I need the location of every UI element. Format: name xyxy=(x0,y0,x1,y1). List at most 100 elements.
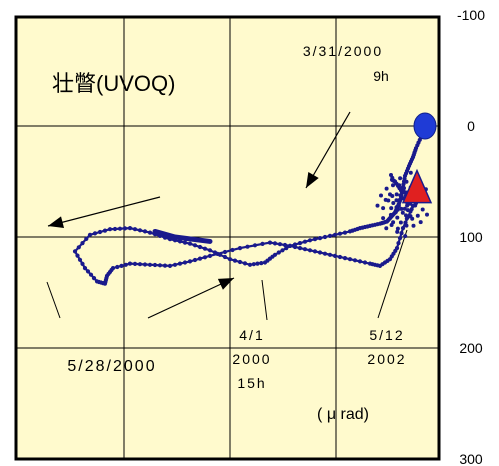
trace-point xyxy=(337,254,343,260)
annotation-start-line1: 3/31/2000 xyxy=(303,43,383,59)
trace-point xyxy=(202,255,208,260)
trace-point xyxy=(142,262,148,267)
trace-point xyxy=(402,206,407,211)
trace-point xyxy=(132,227,138,232)
trace-point xyxy=(322,234,328,240)
annotation-mid-line2: 2000 xyxy=(232,351,271,367)
trace-point xyxy=(384,186,389,191)
trace-point xyxy=(302,239,308,244)
trace-point xyxy=(77,257,83,262)
trace-point xyxy=(307,248,313,253)
trace-point xyxy=(127,226,133,231)
trace-point xyxy=(312,237,318,242)
trace-point xyxy=(152,262,158,268)
trace-point xyxy=(312,249,318,254)
trace-point xyxy=(237,246,243,251)
trace-point xyxy=(381,216,386,221)
trace-point xyxy=(399,206,404,211)
trace-point xyxy=(112,226,118,232)
trace-point xyxy=(391,201,396,205)
annotation-end-line1: 5/12 xyxy=(369,327,404,343)
trace-point xyxy=(142,229,148,234)
trace-point xyxy=(282,242,288,248)
trace-point xyxy=(192,243,198,248)
y-tick-label: 0 xyxy=(467,118,475,134)
trace-point xyxy=(222,254,228,260)
trace-point xyxy=(297,241,303,246)
trace-point xyxy=(405,203,410,208)
trace-point xyxy=(393,210,398,214)
trace-point xyxy=(399,231,404,236)
trace-point xyxy=(397,197,402,202)
trace-point xyxy=(276,250,281,255)
annotation-leader xyxy=(377,229,408,319)
trace-point xyxy=(177,261,183,266)
markers xyxy=(401,112,437,204)
trace-point xyxy=(409,207,414,212)
trace-point xyxy=(162,263,168,268)
trace-point xyxy=(262,260,268,265)
trace-point xyxy=(389,223,394,227)
trace-point xyxy=(245,244,250,249)
end-marker xyxy=(401,168,433,204)
trace-point xyxy=(388,192,392,197)
trace-point xyxy=(302,247,308,252)
trace-point xyxy=(260,241,265,246)
trace-point xyxy=(415,213,420,218)
unit-label: ( μ rad) xyxy=(317,406,369,423)
trace-point xyxy=(352,258,358,263)
trace-point xyxy=(88,272,94,277)
trace-point xyxy=(147,230,153,235)
trace-point xyxy=(332,253,338,258)
annotation-mid-line3: 15h xyxy=(237,375,266,391)
trace-point xyxy=(252,243,258,248)
trace-point xyxy=(87,232,93,237)
trace-point xyxy=(75,253,80,258)
trace-point xyxy=(222,249,228,255)
trace-point xyxy=(123,262,128,267)
trace-point xyxy=(197,256,203,261)
trace-point xyxy=(192,257,198,263)
trace-point xyxy=(327,252,333,257)
trace-point xyxy=(307,238,313,243)
trace-point xyxy=(187,241,193,246)
trace-point xyxy=(347,257,353,262)
trace-point xyxy=(80,241,85,246)
trace-point xyxy=(384,226,389,231)
trace-point xyxy=(287,243,293,248)
trace-point xyxy=(102,228,108,233)
trace-point xyxy=(375,203,380,208)
trace-point xyxy=(182,240,188,245)
trace-point xyxy=(342,256,348,261)
trace-point xyxy=(215,251,220,256)
start-marker xyxy=(413,112,437,140)
trace-point xyxy=(400,226,406,231)
arrow-west xyxy=(47,196,161,229)
trace-point xyxy=(395,226,400,231)
annotation-leader xyxy=(46,281,61,319)
trace-point xyxy=(267,240,273,245)
annotation-end-line2: 2002 xyxy=(367,351,406,367)
trace-point xyxy=(405,208,410,213)
trace-point xyxy=(119,263,124,268)
trace-point xyxy=(197,244,203,250)
trace-point xyxy=(395,229,400,234)
plot-frame xyxy=(14,15,441,461)
trace-point xyxy=(381,206,386,211)
arrow-mid xyxy=(147,277,235,319)
y-tick-labels: -100 0 100 200 300 xyxy=(457,7,485,466)
trace-point xyxy=(394,246,400,251)
trace-point xyxy=(237,259,243,265)
trace-point xyxy=(76,245,81,250)
trace-point xyxy=(337,231,343,236)
arrow-start xyxy=(305,111,351,189)
trace-point xyxy=(347,229,353,234)
direction-arrows xyxy=(47,111,351,319)
trace-point xyxy=(207,248,213,253)
trace-point xyxy=(182,260,188,265)
trace-point xyxy=(322,251,328,256)
trace-point xyxy=(397,183,402,188)
trace-point xyxy=(97,229,103,235)
trace-point xyxy=(230,247,235,253)
